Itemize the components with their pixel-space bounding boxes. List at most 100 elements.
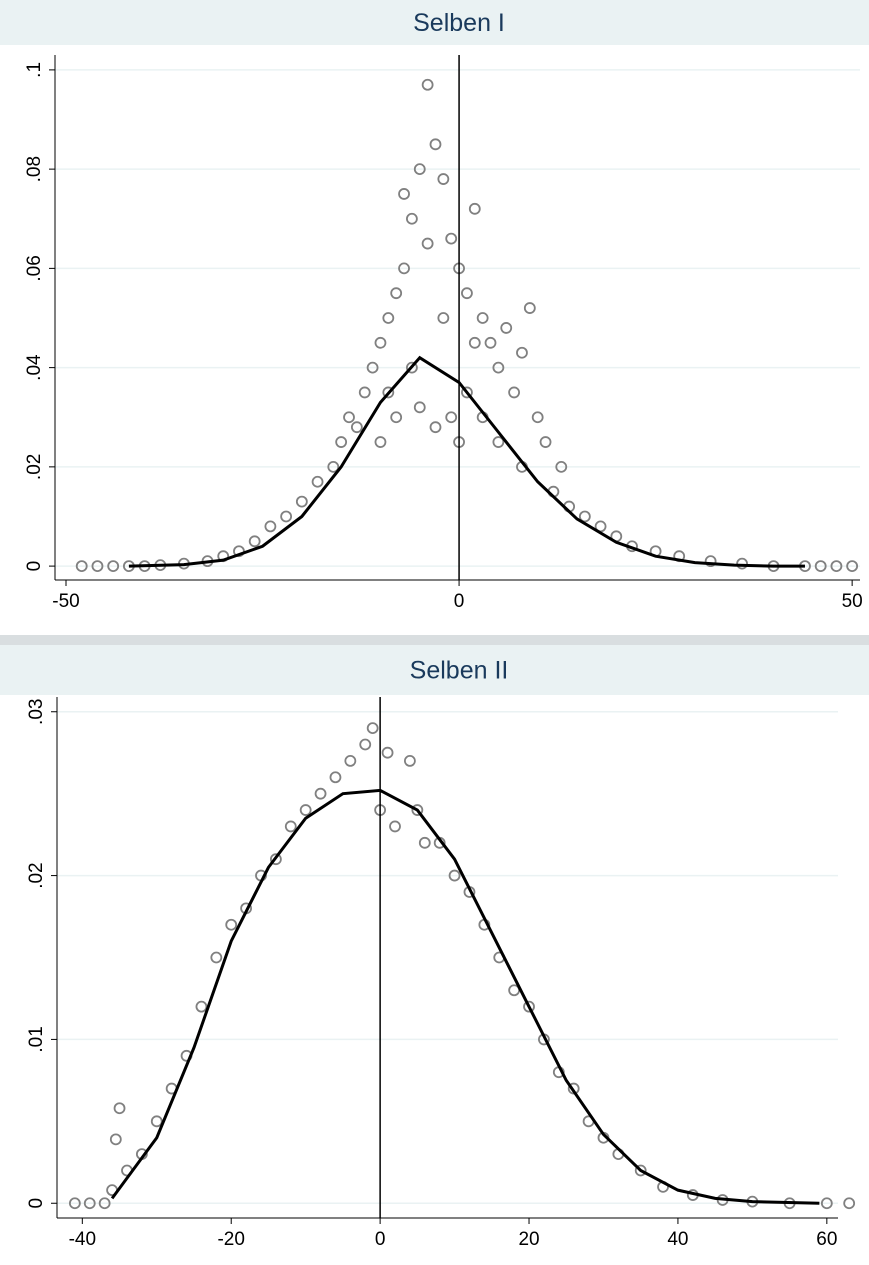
scatter-point	[461, 386, 473, 399]
scatter-point	[225, 918, 238, 931]
scatter-point	[358, 386, 371, 399]
fit-line	[110, 788, 820, 1205]
y-tick-label: 0	[24, 561, 45, 572]
scatter-point	[492, 436, 505, 448]
scatter-point	[269, 853, 282, 866]
x-tick-label: 50	[842, 591, 863, 612]
scatter-point	[150, 1115, 163, 1128]
scatter-point	[437, 173, 450, 185]
x-tick-label: 20	[518, 1229, 539, 1250]
scatter-point	[539, 436, 552, 448]
scatter-point	[468, 202, 481, 215]
scatter-point	[311, 475, 324, 488]
scatter-point	[634, 1164, 647, 1177]
scatter-point	[374, 336, 387, 349]
scatter-point	[413, 401, 426, 414]
scatter-point	[531, 411, 544, 424]
scatter-point	[843, 1197, 856, 1210]
scatter-point	[344, 754, 357, 767]
y-tick-label: .03	[26, 699, 47, 725]
scatter-point	[295, 495, 308, 508]
scatter-point	[389, 820, 401, 833]
scatter-point	[429, 138, 442, 151]
scatter-point	[500, 322, 513, 334]
y-tick-label: .1	[24, 62, 45, 78]
scatter-point	[437, 312, 450, 324]
scatter-point	[578, 510, 591, 523]
y-tick-label: .04	[24, 354, 45, 381]
y-tick-label: 0	[26, 1198, 47, 1209]
x-tick-label: -20	[217, 1229, 244, 1250]
fit-line	[128, 355, 805, 568]
scatter-point	[484, 336, 497, 349]
scatter-point	[448, 869, 461, 882]
scatter-point	[398, 262, 410, 275]
scatter-point	[366, 722, 379, 735]
scatter-point	[390, 411, 403, 424]
scatter-point	[508, 386, 521, 399]
x-tick-label: 40	[667, 1229, 688, 1250]
scatter-point	[476, 312, 489, 324]
scatter-point	[280, 510, 293, 523]
scatter-point	[398, 188, 410, 200]
title-band	[0, 645, 869, 695]
scatter-point	[382, 312, 395, 324]
scatter-point	[83, 1197, 96, 1210]
scatter-point	[846, 560, 859, 573]
scatter-point	[406, 361, 418, 374]
panel-gap	[0, 635, 869, 645]
scatter-point	[406, 212, 418, 225]
scatter-point	[411, 804, 424, 816]
scatter-point	[523, 302, 536, 314]
y-tick-label: .06	[24, 255, 45, 281]
scatter-point	[390, 287, 403, 300]
scatter-point	[492, 361, 505, 374]
scatter-point	[704, 555, 717, 568]
scatter-point	[418, 836, 431, 849]
scatter-point	[233, 545, 245, 558]
scatter-point	[329, 771, 342, 784]
scatter-point	[264, 520, 277, 533]
scatter-point	[736, 557, 748, 570]
scatter-point	[814, 560, 827, 573]
scatter-point	[109, 1133, 122, 1146]
panel-title: Selben I	[413, 9, 505, 37]
scatter-point	[284, 820, 297, 833]
scatter-point	[381, 746, 394, 759]
scatter-point	[75, 560, 88, 573]
scatter-point	[107, 560, 120, 573]
scatter-point	[359, 738, 372, 751]
scatter-point	[335, 436, 348, 448]
scatter-point	[523, 1000, 535, 1013]
scatter-point	[445, 232, 458, 245]
scatter-point	[248, 535, 261, 548]
scatter-point	[516, 346, 528, 359]
scatter-point	[413, 163, 426, 176]
scatter-point	[195, 1000, 208, 1013]
scatter-point	[113, 1102, 126, 1115]
scatter-point	[374, 436, 387, 448]
scatter-point	[327, 460, 340, 473]
y-tick-label: .02	[26, 862, 47, 888]
x-tick-label: -40	[69, 1229, 96, 1250]
x-tick-label: 60	[816, 1229, 837, 1250]
scatter-point	[68, 1197, 81, 1210]
x-tick-label: 0	[454, 591, 465, 612]
scatter-point	[421, 78, 434, 91]
scatter-point	[350, 421, 363, 434]
y-tick-label: .01	[26, 1026, 47, 1052]
scatter-point	[299, 804, 312, 816]
scatter-point	[445, 411, 458, 424]
scatter-point	[555, 460, 568, 473]
scatter-point	[429, 421, 442, 434]
scatter-point	[820, 1197, 833, 1210]
scatter-point	[461, 287, 473, 300]
scatter-point	[366, 361, 379, 374]
scatter-point	[830, 560, 843, 573]
scatter-point	[210, 951, 223, 964]
scatter-point	[468, 336, 481, 349]
y-tick-label: .02	[24, 454, 45, 480]
scatter-point	[91, 560, 104, 573]
